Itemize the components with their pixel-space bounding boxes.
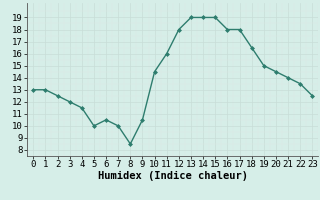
X-axis label: Humidex (Indice chaleur): Humidex (Indice chaleur) bbox=[98, 171, 248, 181]
